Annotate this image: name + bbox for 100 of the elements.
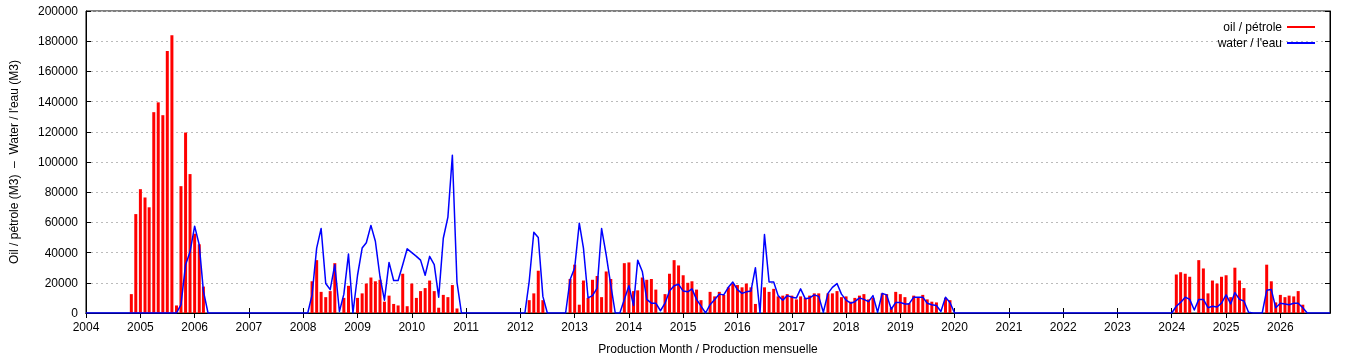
bar	[830, 293, 834, 313]
bar	[762, 287, 766, 313]
y-tick-label: 180000	[37, 34, 79, 49]
x-tick-label: 2023	[1104, 320, 1132, 334]
legend-label: oil / pétrole	[1223, 20, 1283, 34]
bar	[794, 299, 798, 313]
bar	[1287, 295, 1291, 313]
bar	[1237, 280, 1241, 313]
x-tick-label: 2017	[778, 320, 806, 334]
bar	[649, 279, 653, 313]
bar	[812, 293, 816, 313]
bar	[735, 285, 739, 313]
x-tick-label: 2022	[1049, 320, 1077, 334]
x-tick-label: 2006	[181, 320, 209, 334]
x-tick-label: 2025	[1212, 320, 1240, 334]
bar	[740, 287, 744, 313]
x-tick-label: 2005	[127, 320, 155, 334]
y-tick-label: 80000	[44, 185, 79, 200]
x-tick-label: 2012	[506, 320, 534, 334]
bar	[640, 277, 644, 313]
x-tick-label: 2011	[453, 320, 480, 334]
bar	[184, 132, 188, 313]
bar	[432, 291, 436, 313]
bar	[315, 260, 319, 313]
bar	[1233, 267, 1237, 313]
bar	[591, 279, 595, 313]
bar	[717, 291, 721, 313]
bar	[387, 295, 391, 313]
bar	[1224, 275, 1228, 313]
bar	[668, 273, 672, 313]
y-tick-label: 40000	[44, 245, 79, 260]
bar	[441, 294, 445, 313]
bar	[152, 112, 156, 313]
bar	[382, 301, 386, 313]
bar	[803, 297, 807, 313]
bar	[916, 297, 920, 313]
x-axis-title: Production Month / Production mensuelle	[598, 342, 819, 356]
bar	[1210, 280, 1214, 313]
bar	[622, 263, 626, 313]
bar	[1179, 272, 1183, 313]
bar	[636, 290, 640, 313]
x-tick-label: 2008	[289, 320, 317, 334]
bar	[753, 303, 757, 313]
bar	[1188, 276, 1192, 313]
bar	[581, 280, 585, 313]
bar	[627, 262, 631, 313]
x-tick-label: 2015	[669, 320, 697, 334]
bar	[532, 293, 536, 313]
bar	[143, 197, 147, 313]
bar	[681, 275, 685, 313]
y-tick-label: 20000	[44, 275, 79, 290]
y-tick-label: 60000	[44, 215, 79, 230]
bar	[134, 214, 138, 313]
x-tick-label: 2013	[561, 320, 589, 334]
bar	[179, 186, 183, 313]
bar	[894, 291, 898, 313]
bar	[373, 281, 377, 313]
bar	[536, 270, 540, 313]
y-tick-label: 0	[71, 306, 79, 320]
bar	[871, 297, 875, 313]
y-tick-label: 160000	[37, 64, 79, 79]
bar	[776, 296, 780, 313]
y-tick-label: 100000	[37, 155, 79, 169]
bar	[573, 264, 577, 313]
x-tick-label: 2009	[344, 320, 372, 334]
bar	[138, 189, 142, 313]
bar	[604, 271, 608, 313]
x-tick-label: 2010	[398, 320, 426, 334]
bar	[1292, 296, 1296, 313]
bar	[450, 285, 454, 313]
bar	[446, 297, 450, 313]
x-tick-label: 2004	[72, 320, 100, 334]
bar	[378, 279, 382, 313]
bar	[772, 288, 776, 313]
bar	[799, 296, 803, 313]
bar	[188, 174, 192, 313]
bar	[1174, 274, 1178, 313]
bar	[722, 294, 726, 313]
bar	[1201, 268, 1205, 313]
bar	[1220, 276, 1223, 313]
x-tick-label: 2016	[724, 320, 752, 334]
bar	[835, 291, 839, 313]
bar	[726, 287, 730, 313]
bar	[767, 291, 771, 313]
legend-label: water / l'eau	[1216, 36, 1282, 50]
bar	[156, 102, 160, 313]
bar	[410, 283, 414, 313]
bar	[369, 277, 373, 313]
bar	[428, 280, 432, 313]
x-tick-label: 2019	[886, 320, 914, 334]
bar	[319, 291, 323, 313]
x-tick-label: 2014	[615, 320, 643, 334]
bar	[356, 297, 360, 313]
x-tick-label: 2018	[832, 320, 860, 334]
x-tick-label: 2007	[235, 320, 263, 334]
x-tick-label: 2026	[1267, 320, 1295, 334]
y-tick-label: 120000	[37, 124, 79, 139]
bar	[342, 297, 346, 313]
bar	[401, 273, 405, 313]
bar	[731, 283, 735, 313]
